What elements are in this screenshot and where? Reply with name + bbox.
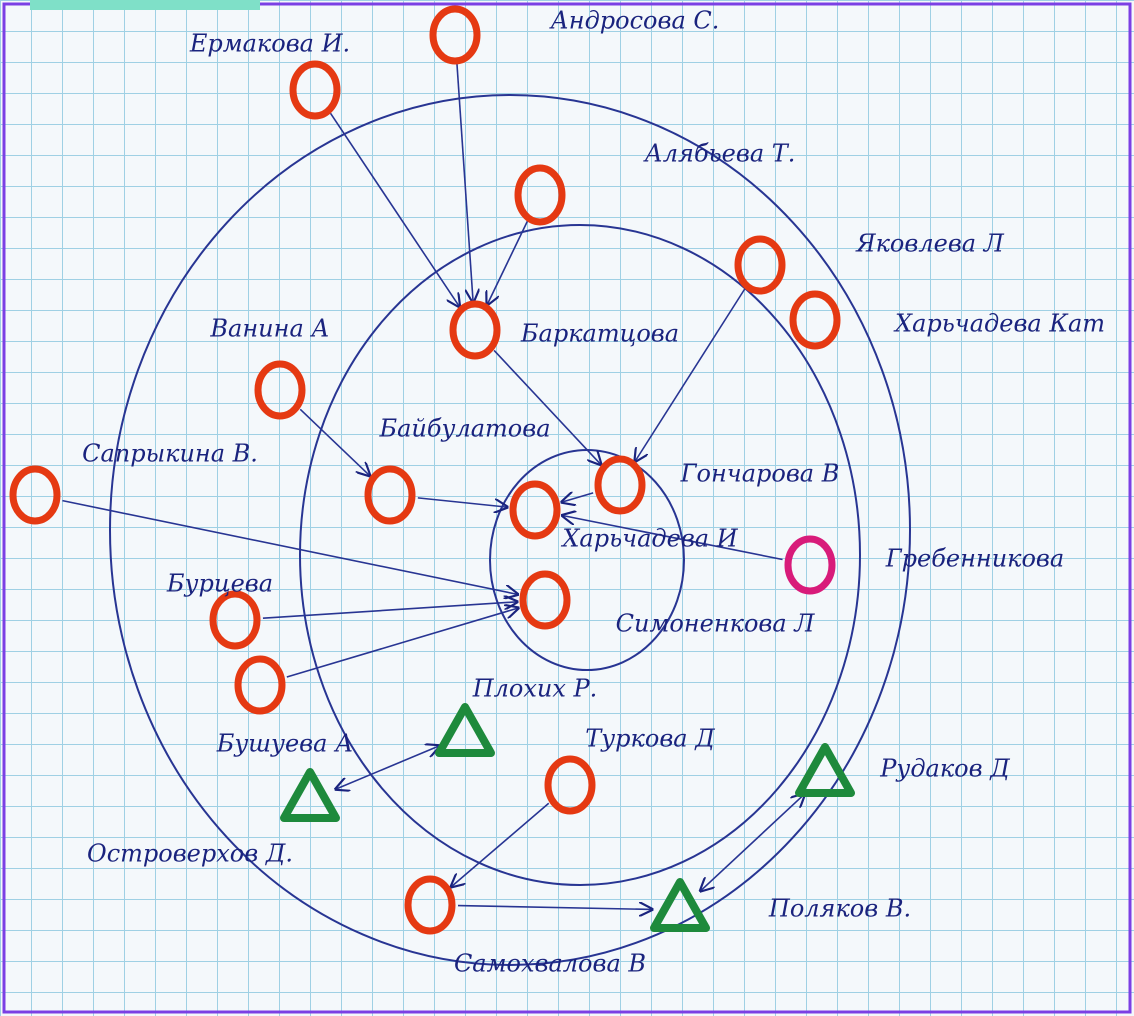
node-circle xyxy=(408,879,452,931)
node-label: Харьчадева Кат xyxy=(893,310,1105,338)
node-circle xyxy=(13,469,57,521)
node-circle xyxy=(293,64,337,116)
node-circle xyxy=(368,469,412,521)
sociogram-page: Ермакова И. Андросова С. Алябьева Т. Яковле… xyxy=(0,0,1134,1016)
node-circle xyxy=(518,168,562,222)
edge xyxy=(458,906,652,910)
node-circle xyxy=(793,294,837,346)
node-label: Плохих Р. xyxy=(472,675,598,703)
node-triangle xyxy=(284,772,336,818)
node-label: Островерхов Д. xyxy=(87,840,293,868)
node-label: Бурцева xyxy=(166,570,273,598)
edge xyxy=(451,803,548,887)
node-label: Алябьева Т. xyxy=(643,140,796,168)
edge xyxy=(418,498,507,507)
node-triangle xyxy=(439,707,491,753)
node-circle xyxy=(598,459,642,511)
edge xyxy=(287,608,518,677)
edge xyxy=(62,501,517,595)
rings xyxy=(110,95,910,965)
node-circle xyxy=(513,484,557,536)
node-circle xyxy=(788,539,832,591)
node-circle xyxy=(738,239,782,291)
node-label: Поляков В. xyxy=(768,895,911,923)
edge xyxy=(494,350,601,464)
node-label: Яковлева Л xyxy=(855,230,1005,258)
node-label: Андросова С. xyxy=(549,7,720,35)
edge xyxy=(635,289,745,462)
node-label: Ванина А xyxy=(209,315,329,343)
node-label: Бушуева А xyxy=(216,730,354,758)
node-circle xyxy=(258,364,302,416)
node-triangle xyxy=(654,882,706,928)
edge xyxy=(457,63,473,302)
outer-ring xyxy=(110,95,910,965)
node-label: Симоненкова Л xyxy=(616,610,816,638)
node-label: Сапрыкина В. xyxy=(82,440,258,468)
edge xyxy=(263,602,517,618)
node-label: Гребенникова xyxy=(885,545,1064,573)
node-label: Рудаков Д xyxy=(879,755,1010,783)
node-circle xyxy=(523,574,567,626)
nodes: Ермакова И. Андросова С. Алябьева Т. Яковле… xyxy=(13,7,1105,978)
node-circle xyxy=(433,9,477,61)
node-circle xyxy=(548,759,592,811)
node-label: Туркова Д xyxy=(585,725,715,753)
node-label: Байбулатова xyxy=(378,415,550,443)
node-circle xyxy=(453,304,497,356)
edge xyxy=(487,220,528,305)
node-label: Харьчадева И xyxy=(560,525,738,553)
node-circle xyxy=(213,594,257,646)
node-label: Баркатцова xyxy=(520,320,679,348)
edge xyxy=(331,113,460,306)
node-circle xyxy=(238,659,282,711)
node-label: Самохвалова В xyxy=(454,950,646,978)
tab xyxy=(30,0,260,10)
node-label: Гончарова В xyxy=(680,460,840,488)
edge xyxy=(562,493,593,502)
node-label: Ермакова И. xyxy=(189,30,350,58)
sociogram: Ермакова И. Андросова С. Алябьева Т. Яковле… xyxy=(0,0,1134,1016)
